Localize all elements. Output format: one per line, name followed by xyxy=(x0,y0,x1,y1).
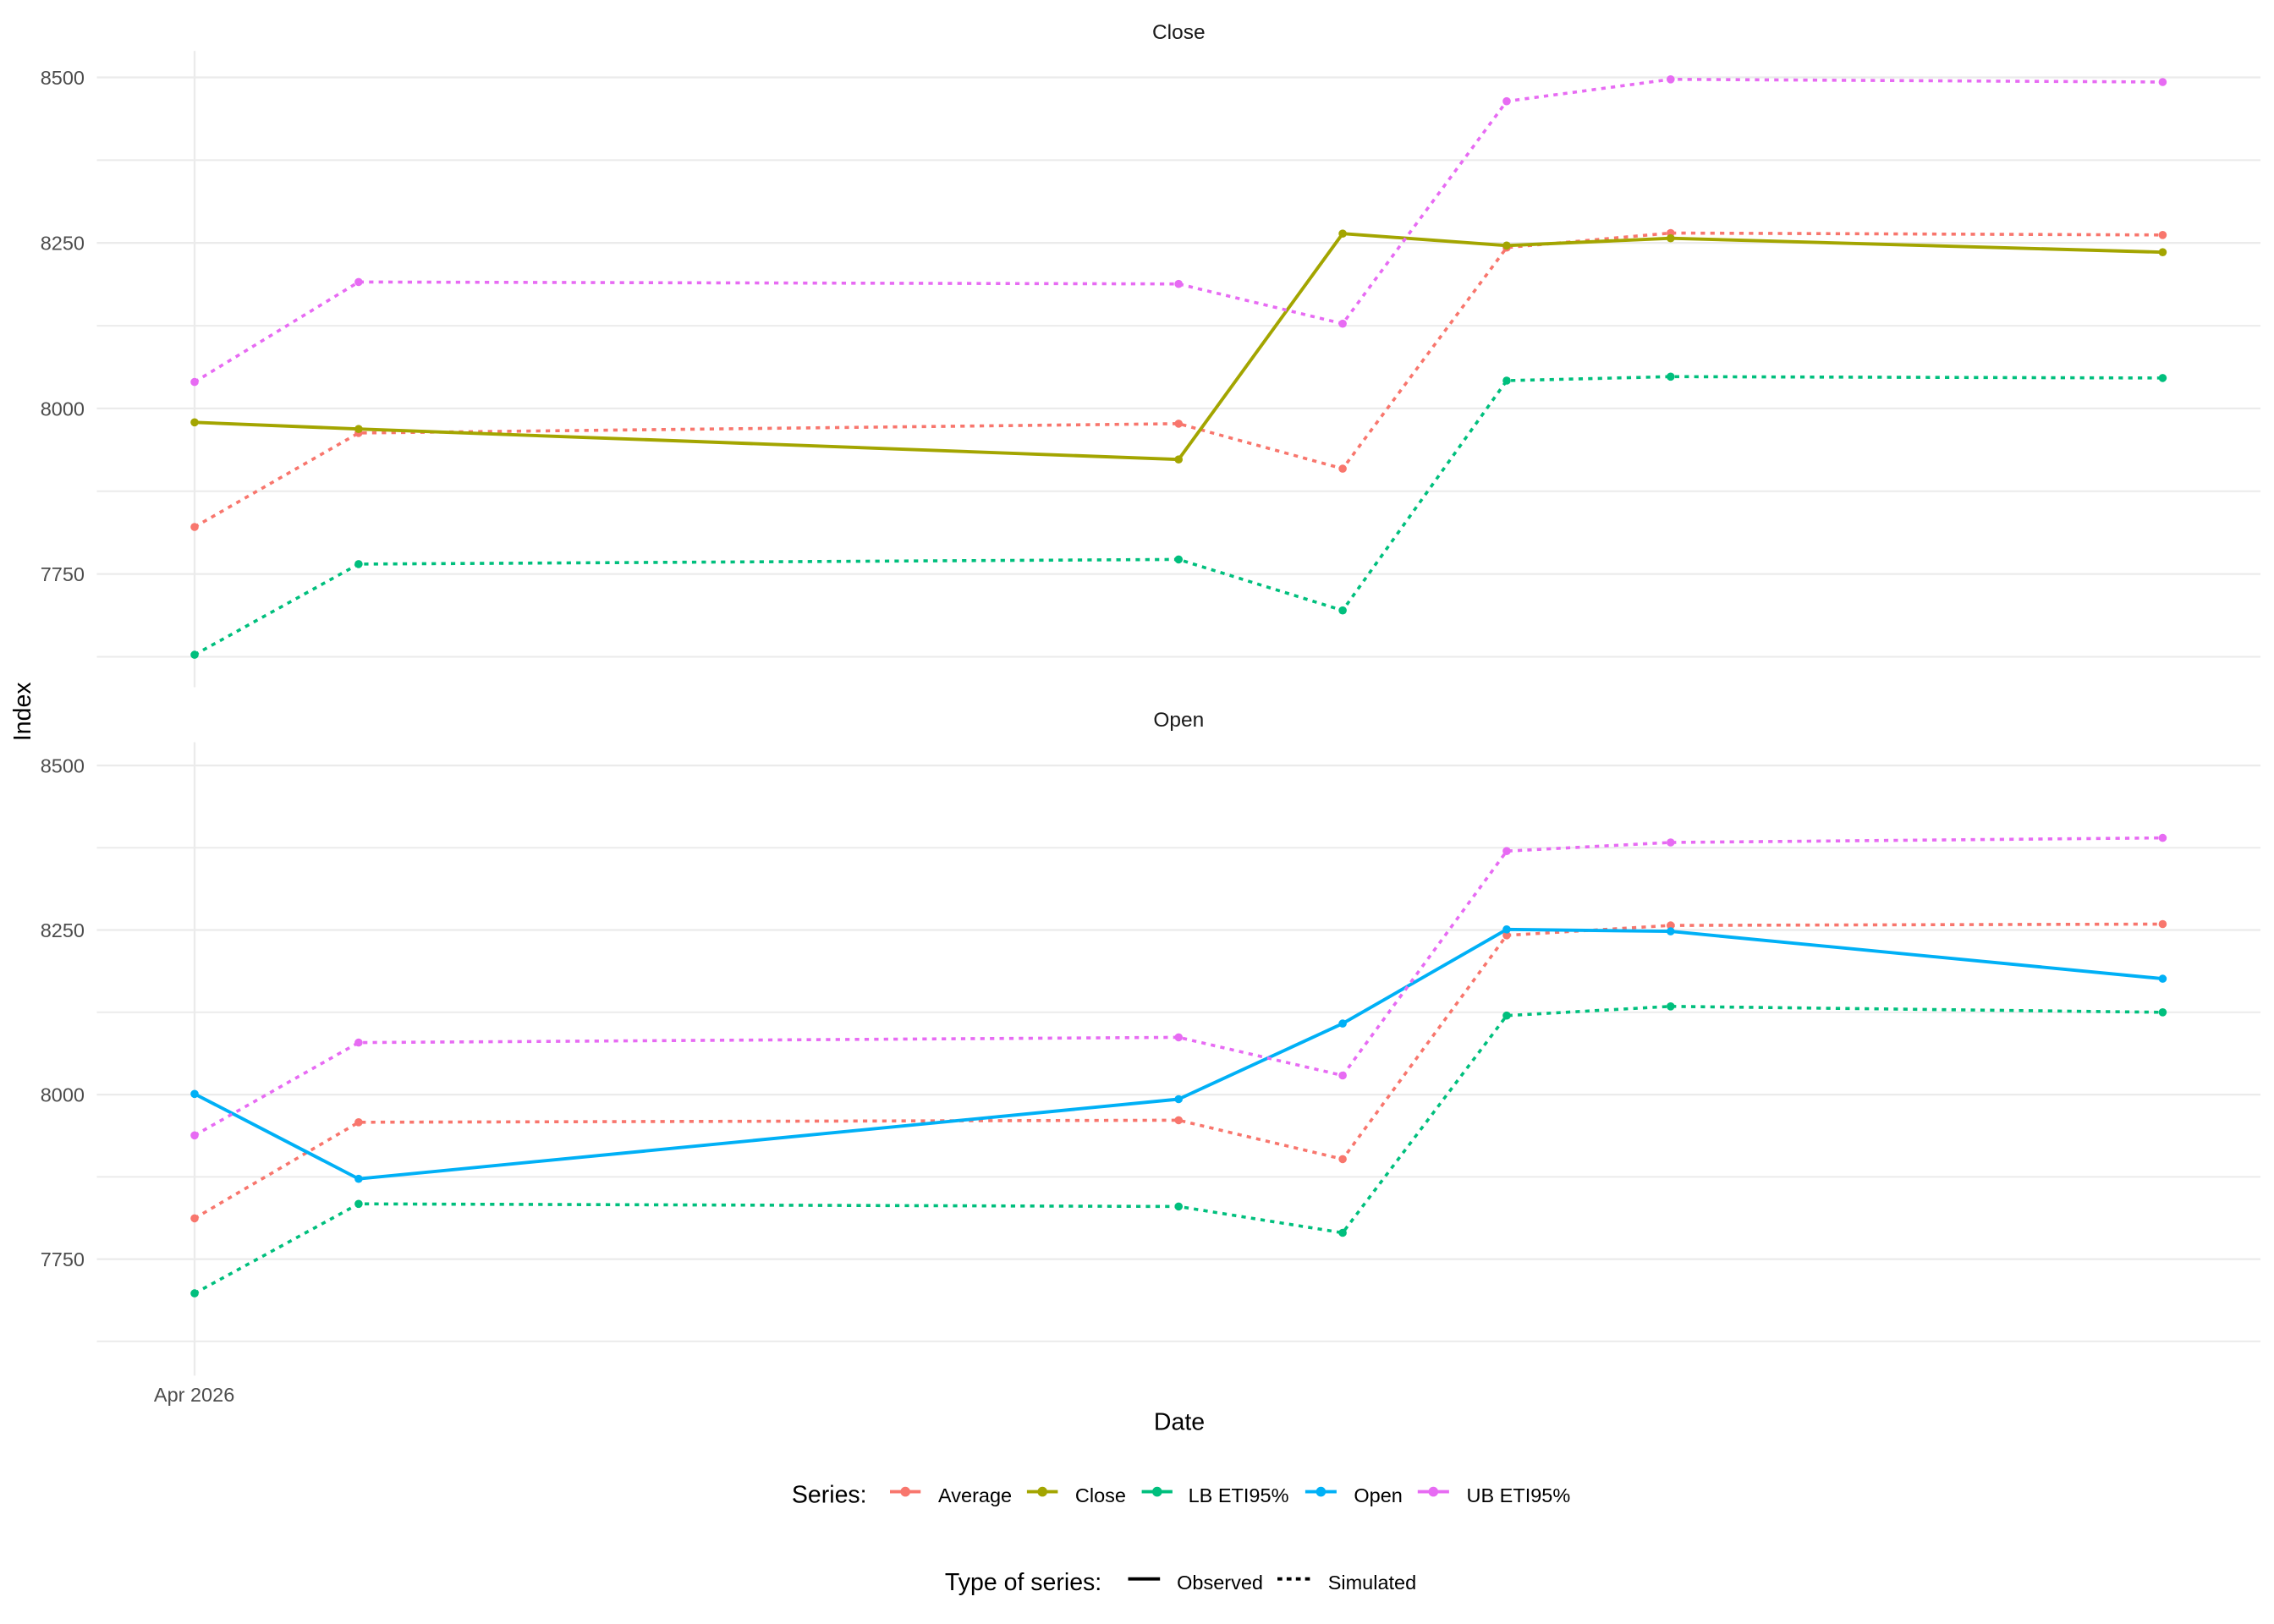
svg-text:Index: Index xyxy=(9,682,36,741)
svg-text:8500: 8500 xyxy=(41,67,85,89)
svg-text:Close: Close xyxy=(1075,1484,1126,1506)
svg-text:7750: 7750 xyxy=(41,1248,85,1270)
svg-text:7750: 7750 xyxy=(41,563,85,585)
svg-text:8000: 8000 xyxy=(41,398,85,420)
svg-text:Simulated: Simulated xyxy=(1328,1572,1417,1594)
svg-text:Series:: Series: xyxy=(792,1482,867,1509)
svg-text:Open: Open xyxy=(1153,709,1204,732)
svg-text:UB ETI95%: UB ETI95% xyxy=(1467,1484,1571,1506)
svg-text:Date: Date xyxy=(1154,1408,1205,1435)
svg-text:8000: 8000 xyxy=(41,1084,85,1106)
svg-text:Close: Close xyxy=(1152,21,1206,44)
svg-text:Observed: Observed xyxy=(1177,1572,1263,1594)
svg-text:Open: Open xyxy=(1354,1484,1403,1506)
svg-text:Type of series:: Type of series: xyxy=(945,1569,1101,1596)
svg-text:Apr 2026: Apr 2026 xyxy=(154,1384,234,1406)
svg-text:8500: 8500 xyxy=(41,755,85,777)
svg-text:8250: 8250 xyxy=(41,919,85,941)
svg-text:Average: Average xyxy=(938,1484,1012,1506)
svg-text:LB ETI95%: LB ETI95% xyxy=(1189,1484,1289,1506)
svg-text:8250: 8250 xyxy=(41,233,85,255)
